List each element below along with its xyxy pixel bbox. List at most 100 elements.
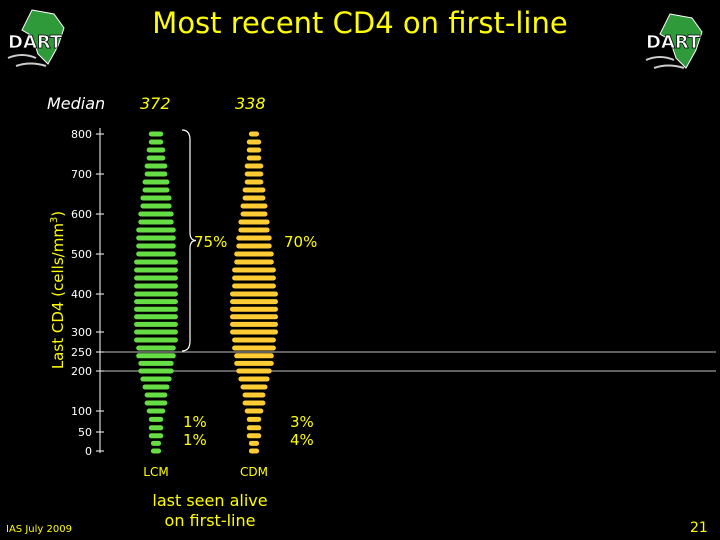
y-tick-label: 700 (71, 168, 92, 181)
data-point-lcm (136, 227, 176, 233)
category-label-cdm: CDM (240, 465, 268, 479)
data-point-cdm (246, 425, 262, 431)
data-point-lcm (150, 440, 162, 446)
footer-conference: IAS July 2009 (6, 524, 72, 535)
pct-lcm-above-200: 75% (194, 233, 227, 251)
data-point-cdm (246, 416, 262, 422)
data-point-cdm (238, 227, 270, 233)
data-point-cdm (232, 345, 276, 351)
y-tick-label: 800 (71, 128, 92, 141)
data-point-cdm (246, 155, 262, 161)
median-label: Median (47, 94, 106, 113)
y-tick-label: 400 (71, 288, 92, 301)
data-point-cdm (240, 211, 268, 217)
data-point-lcm (146, 408, 166, 414)
data-point-lcm (148, 416, 164, 422)
data-point-cdm (242, 400, 266, 406)
data-point-lcm (136, 353, 176, 359)
data-point-cdm (246, 139, 262, 145)
data-point-lcm (136, 243, 176, 249)
data-point-lcm (134, 314, 178, 320)
logo-right-text: DART (646, 32, 701, 53)
data-point-lcm (140, 376, 172, 382)
median-cdm: 338 (235, 94, 266, 113)
data-point-cdm (238, 219, 270, 225)
data-point-cdm (246, 147, 262, 153)
data-point-lcm (148, 425, 164, 431)
data-point-lcm (148, 131, 164, 137)
data-point-cdm (244, 179, 264, 185)
slide-title: Most recent CD4 on first-line (152, 6, 568, 40)
data-point-lcm (138, 360, 174, 366)
y-tick-label: 0 (85, 445, 92, 458)
data-point-lcm (142, 187, 170, 193)
data-point-cdm (236, 235, 272, 241)
data-point-lcm (134, 291, 178, 297)
data-point-lcm (150, 448, 162, 454)
pct-cdm-below-50: 4% (290, 431, 314, 449)
data-point-cdm (230, 329, 278, 335)
data-point-cdm (230, 321, 278, 327)
data-point-lcm (134, 283, 178, 289)
data-point-cdm (238, 376, 270, 382)
y-tick-label: 200 (71, 365, 92, 378)
data-point-lcm (138, 219, 174, 225)
data-point-cdm (232, 267, 276, 273)
y-axis-label: Last CD4 (cells/mm3) (49, 211, 67, 369)
data-point-cdm (236, 243, 272, 249)
data-point-cdm (230, 299, 278, 305)
data-point-cdm (244, 408, 264, 414)
data-point-lcm (134, 329, 178, 335)
data-point-cdm (230, 314, 278, 320)
data-point-lcm (134, 337, 178, 343)
data-point-cdm (234, 360, 274, 366)
data-point-lcm (146, 147, 166, 153)
data-point-cdm (236, 368, 272, 374)
data-point-lcm (140, 195, 172, 201)
data-point-lcm (140, 203, 172, 209)
dart-logo-left: DART (8, 9, 65, 67)
data-point-cdm (248, 448, 260, 454)
median-lcm: 372 (140, 94, 171, 113)
data-point-lcm (144, 392, 168, 398)
logo-left-text: DART (8, 32, 63, 53)
data-point-lcm (146, 155, 166, 161)
data-point-lcm (136, 251, 176, 257)
data-point-cdm (234, 259, 274, 265)
y-tick-label: 600 (71, 208, 92, 221)
pct-lcm-50-100: 1% (183, 413, 207, 431)
bottom-caption-line1: last seen alive (152, 491, 268, 510)
data-point-lcm (134, 321, 178, 327)
data-point-lcm (134, 275, 178, 281)
data-point-cdm (244, 163, 264, 169)
y-tick-label: 300 (71, 326, 92, 339)
data-point-cdm (242, 392, 266, 398)
bottom-caption-line2: on first-line (164, 511, 256, 530)
y-tick-label: 100 (71, 405, 92, 418)
data-point-cdm (230, 291, 278, 297)
data-point-lcm (136, 345, 176, 351)
data-point-lcm (134, 259, 178, 265)
data-point-cdm (234, 251, 274, 257)
data-point-cdm (232, 283, 276, 289)
data-point-cdm (230, 306, 278, 312)
data-point-cdm (244, 171, 264, 177)
pct-cdm-50-100: 3% (290, 413, 314, 431)
data-point-cdm (242, 187, 266, 193)
data-point-cdm (248, 131, 260, 137)
category-label-lcm: LCM (143, 465, 168, 479)
data-point-lcm (134, 306, 178, 312)
data-point-cdm (234, 353, 274, 359)
data-point-cdm (240, 384, 268, 390)
page-number: 21 (690, 520, 708, 536)
data-point-cdm (246, 433, 262, 439)
data-point-lcm (138, 211, 174, 217)
data-point-lcm (134, 267, 178, 273)
data-point-lcm (136, 235, 176, 241)
brace-lcm (181, 129, 197, 352)
data-point-lcm (144, 400, 168, 406)
dart-logo-right: DART (646, 13, 703, 69)
pct-lcm-below-50: 1% (183, 431, 207, 449)
y-tick-label: 250 (71, 346, 92, 359)
